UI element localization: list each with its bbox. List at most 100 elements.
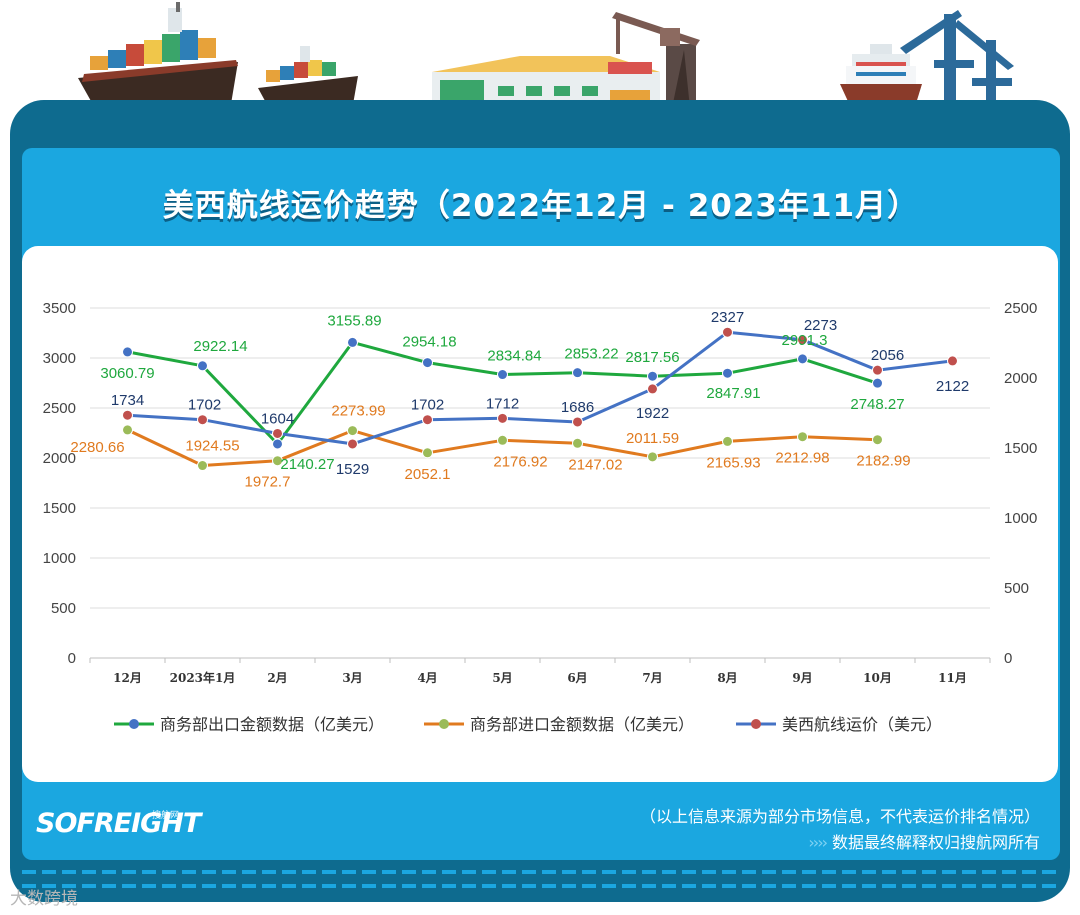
x-tick-label: 2月 [267, 671, 287, 685]
data-label: 2991.3 [782, 332, 828, 349]
y-right-tick-label: 2500 [1004, 300, 1037, 317]
x-tick-label: 11月 [938, 671, 967, 685]
x-tick-label: 10月 [863, 671, 892, 685]
data-label: 2052.1 [405, 466, 451, 483]
logo-subtitle: 搜航网 [152, 811, 180, 821]
data-point [422, 414, 433, 426]
y-left-tick-label: 500 [51, 600, 76, 617]
data-label: 2122 [936, 378, 969, 395]
legend-label: 美西航线运价（美元） [782, 715, 942, 734]
data-point [872, 434, 883, 446]
data-point [722, 435, 733, 447]
disclaimer-text: （以上信息来源为部分市场信息，不代表运价排名情况） [639, 807, 1040, 826]
data-point [422, 447, 433, 459]
x-tick-label: 5月 [492, 671, 512, 685]
data-point [272, 427, 283, 439]
y-left-tick-label: 0 [68, 650, 76, 667]
container-ship-icon [40, 2, 250, 112]
y-right-tick-label: 500 [1004, 580, 1029, 597]
legend-marker [439, 719, 449, 729]
x-tick-label: 3月 [342, 671, 362, 685]
data-point [497, 412, 508, 424]
data-point [872, 364, 883, 376]
data-label: 2011.59 [626, 430, 679, 447]
data-point [647, 451, 658, 463]
x-tick-label: 2023年1月 [170, 670, 236, 685]
x-tick-label: 6月 [567, 671, 587, 685]
data-label: 2748.27 [850, 396, 904, 413]
data-label: 1529 [336, 461, 369, 478]
x-tick-label: 8月 [717, 671, 737, 685]
data-label: 1712 [486, 395, 519, 412]
data-label: 2922.14 [193, 338, 247, 355]
data-label: 2834.84 [487, 348, 541, 365]
data-point [122, 424, 133, 436]
data-point [797, 353, 808, 365]
sofreight-logo: SOFREIGHT [36, 808, 201, 839]
data-label: 1702 [411, 397, 444, 414]
source-note: ›››› 数据最终解释权归搜航网所有 [808, 829, 1040, 853]
warehouse-icon [432, 56, 660, 106]
data-point [122, 346, 133, 358]
data-point [797, 334, 808, 346]
data-point [497, 434, 508, 446]
series-line [127, 330, 953, 446]
data-label: 1924.55 [185, 438, 239, 455]
data-label: 2165.93 [706, 454, 760, 471]
data-label: 2147.02 [568, 456, 622, 473]
data-point [947, 355, 958, 367]
data-label: 2817.56 [625, 349, 679, 366]
data-label: 2847.91 [706, 385, 760, 402]
x-tick-label: 9月 [792, 671, 812, 685]
data-point [272, 438, 283, 450]
port-crane-icon [900, 10, 1014, 112]
data-label: 2280.66 [70, 439, 124, 456]
data-label: 2853.22 [564, 346, 618, 363]
data-label: 2212.98 [775, 450, 829, 467]
legend-marker [129, 719, 139, 729]
legend-label: 商务部出口金额数据（亿美元） [160, 715, 384, 734]
data-point [197, 460, 208, 472]
y-left-tick-label: 1000 [43, 550, 76, 567]
data-point [572, 367, 583, 379]
data-label: 2273.99 [331, 403, 385, 420]
data-label: 2954.18 [402, 334, 456, 351]
chart-card: 0 500 1000 1500 2000 2500 3000 3500 0 500 1000 1500… [22, 246, 1058, 782]
chevron-right-icon: ›››› [808, 833, 828, 852]
data-point [647, 383, 658, 395]
data-label: 1702 [188, 397, 221, 414]
data-label: 1734 [111, 392, 144, 409]
data-point [197, 360, 208, 372]
legend-marker [751, 719, 761, 729]
data-point [347, 438, 358, 450]
port-crane-icon [612, 12, 700, 108]
data-point [572, 437, 583, 449]
data-point [422, 357, 433, 369]
page-title: 美西航线运价趋势（2022年12月 - 2023年11月） [162, 188, 920, 224]
data-point [722, 367, 733, 379]
data-label: 1604 [261, 410, 294, 427]
y-right-tick-label: 1000 [1004, 510, 1037, 527]
data-label: 2056 [871, 347, 904, 364]
data-label: 1686 [561, 399, 594, 416]
data-point [722, 326, 733, 338]
data-point [497, 369, 508, 381]
watermark-text: 大数跨境 [10, 889, 78, 909]
data-label: 2273 [804, 317, 837, 334]
y-right-tick-label: 1500 [1004, 440, 1037, 457]
data-point [197, 414, 208, 426]
decorative-stripes [22, 870, 1060, 888]
data-label: 2327 [711, 309, 744, 326]
y-right-tick-label: 0 [1004, 650, 1012, 667]
y-left-tick-label: 3500 [43, 300, 76, 317]
y-left-tick-label: 3000 [43, 350, 76, 367]
data-point [647, 370, 658, 382]
x-tick-label: 4月 [417, 671, 437, 685]
legend-label: 商务部进口金额数据（亿美元） [470, 715, 694, 734]
data-label: 1922 [636, 405, 669, 422]
data-point [572, 416, 583, 428]
y-left-tick-label: 1500 [43, 500, 76, 517]
x-tick-label: 12月 [113, 671, 142, 685]
line-chart: 0 500 1000 1500 2000 2500 3000 3500 0 500 1000 1500… [43, 300, 1038, 734]
data-label: 3060.79 [100, 365, 154, 382]
